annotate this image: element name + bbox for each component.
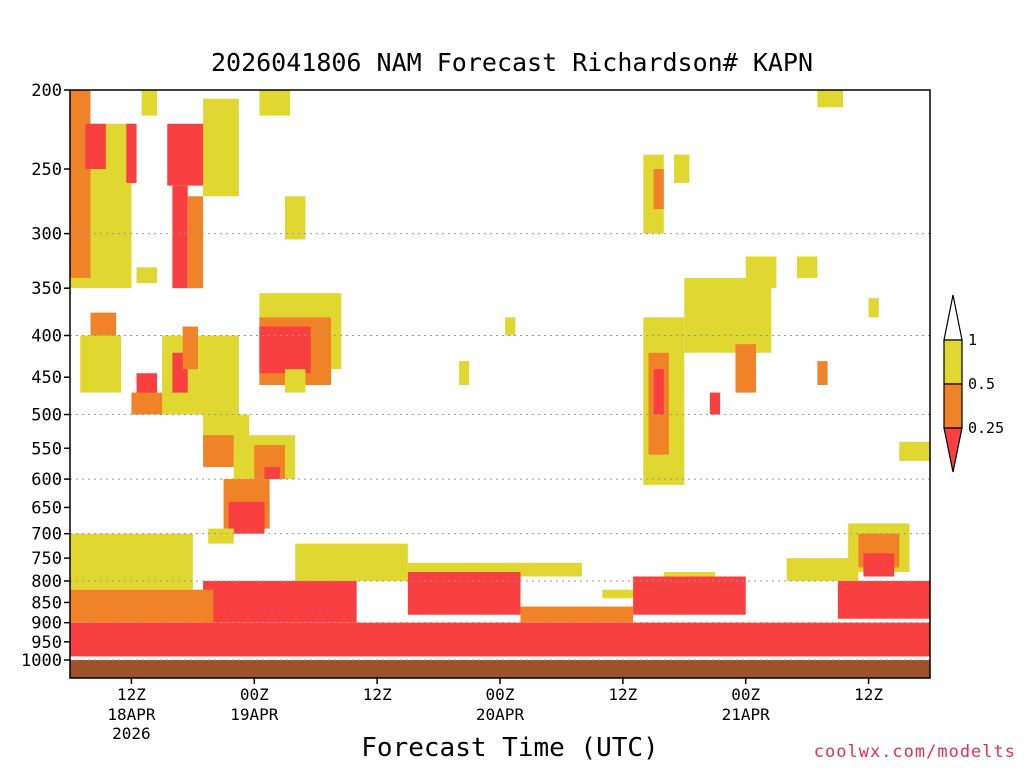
- colorbar-level-label: 0.25: [968, 419, 1004, 437]
- y-tick-label-600: 600: [31, 470, 62, 490]
- y-tick-label-550: 550: [31, 439, 62, 459]
- heatmap-cell-orange: [70, 589, 214, 623]
- heatmap-cell-yellow: [136, 267, 158, 284]
- heatmap-cell-yellow: [674, 154, 690, 183]
- heatmap-cell-yellow: [817, 90, 843, 108]
- colorbar-level-label: 0.5: [968, 375, 995, 393]
- credit-link[interactable]: coolwx.com/modelts: [813, 742, 1016, 762]
- heatmap-cell-red: [70, 622, 930, 646]
- x-tick-label: 12Z: [363, 685, 392, 704]
- y-tick-label-450: 450: [31, 368, 62, 388]
- heatmap-cell-orange: [817, 361, 828, 385]
- x-tick-date: 20APR: [476, 705, 525, 724]
- heatmap-cell-red: [653, 369, 664, 415]
- heatmap-cell-yellow: [203, 98, 239, 197]
- y-tick-label-850: 850: [31, 593, 62, 613]
- y-tick-label-350: 350: [31, 279, 62, 299]
- y-tick-label-900: 900: [31, 614, 62, 634]
- colorbar-bin-top: [943, 294, 963, 341]
- heatmap-cell-orange: [187, 196, 204, 289]
- heatmap-cell-red: [633, 576, 746, 615]
- x-tick-label: 00Z: [731, 685, 760, 704]
- heatmap-cell-yellow: [786, 558, 859, 581]
- y-tick-label-500: 500: [31, 406, 62, 426]
- heatmap-cell-yellow: [70, 533, 193, 590]
- heatmap-cells: [70, 90, 930, 657]
- heatmap-cell-yellow: [868, 298, 879, 318]
- x-tick-date: 21APR: [722, 705, 771, 724]
- heatmap-cell-red: [863, 553, 895, 577]
- ground-fill: [70, 660, 930, 678]
- heatmap-cell-orange: [70, 90, 91, 278]
- heatmap-cell-orange: [520, 606, 634, 623]
- heatmap-cell-yellow: [259, 90, 291, 116]
- heatmap-cell-red: [126, 123, 137, 183]
- y-tick-label-650: 650: [31, 498, 62, 518]
- colorbar-bin-orange: [943, 383, 963, 429]
- chart-title: 2026041806 NAM Forecast Richardson# KAPN: [210, 48, 814, 77]
- heatmap-cell-orange: [182, 326, 198, 370]
- colorbar-level-label: 1: [968, 331, 977, 349]
- heatmap-cell-orange: [735, 344, 756, 393]
- heatmap-cell-red: [709, 392, 721, 415]
- ground-layer: [70, 660, 930, 678]
- heatmap-cell-red: [203, 580, 357, 623]
- heatmap-cell-orange: [653, 169, 664, 210]
- y-tick-label-950: 950: [31, 633, 62, 653]
- colorbar: 1 0.5 0.25: [943, 294, 1004, 473]
- heatmap-cell-red: [172, 185, 188, 289]
- colorbar-bin-yellow: [943, 339, 963, 385]
- heatmap-cell-red: [264, 467, 280, 480]
- x-tick-label: 00Z: [240, 685, 269, 704]
- heatmap-cell-red: [259, 326, 311, 374]
- heatmap-cell-red: [407, 572, 521, 615]
- heatmap-cell-yellow: [285, 369, 306, 393]
- y-tick-label-700: 700: [31, 525, 62, 545]
- heatmap-cell-yellow: [285, 196, 306, 240]
- heatmap-cell-yellow: [663, 572, 715, 579]
- x-tick-date: 18APR: [107, 705, 156, 724]
- heatmap-cell-yellow: [459, 361, 470, 385]
- y-tick-label-750: 750: [31, 549, 62, 569]
- heatmap-cell-yellow: [796, 256, 818, 278]
- y-tick-label-400: 400: [31, 326, 62, 346]
- heatmap-cell-yellow: [684, 277, 772, 353]
- y-tick-label-200: 200: [31, 81, 62, 101]
- heatmap-cell-red: [70, 645, 930, 657]
- heatmap-cell-yellow: [505, 317, 516, 336]
- heatmap-cell-orange: [203, 435, 234, 468]
- heatmap-cell-red: [228, 501, 265, 534]
- heatmap-cell-yellow: [602, 589, 654, 599]
- x-tick-label: 12Z: [117, 685, 146, 704]
- heatmap-cell-red: [85, 123, 106, 170]
- colorbar-bin-red: [943, 427, 963, 473]
- x-tick-label: 12Z: [608, 685, 637, 704]
- y-tick-label-300: 300: [31, 225, 62, 245]
- heatmap-cell-red: [136, 373, 158, 395]
- x-tick-date: 19APR: [230, 705, 279, 724]
- y-tick-label-1000: 1000: [21, 651, 62, 671]
- y-tick-label-800: 800: [31, 572, 62, 592]
- heatmap-cell-yellow: [141, 90, 158, 116]
- heatmap-cell-yellow: [208, 528, 234, 544]
- y-tick-label-250: 250: [31, 160, 62, 180]
- x-axis-label: Forecast Time (UTC): [361, 733, 659, 763]
- heatmap-cell-yellow: [80, 335, 122, 393]
- heatmap-cell-yellow: [899, 441, 930, 461]
- x-tick-label: 12Z: [854, 685, 883, 704]
- x-tick-year: 2026: [112, 724, 151, 743]
- heatmap-cell-red: [837, 580, 930, 619]
- x-tick-label: 00Z: [486, 685, 515, 704]
- heatmap-cell-yellow: [295, 543, 408, 581]
- heatmap-cell-yellow: [745, 256, 777, 289]
- heatmap-cell-orange: [131, 392, 168, 415]
- y-axis: 200 250 300 350 400 450 500 550 600 650 700 750 8008…: [21, 81, 70, 671]
